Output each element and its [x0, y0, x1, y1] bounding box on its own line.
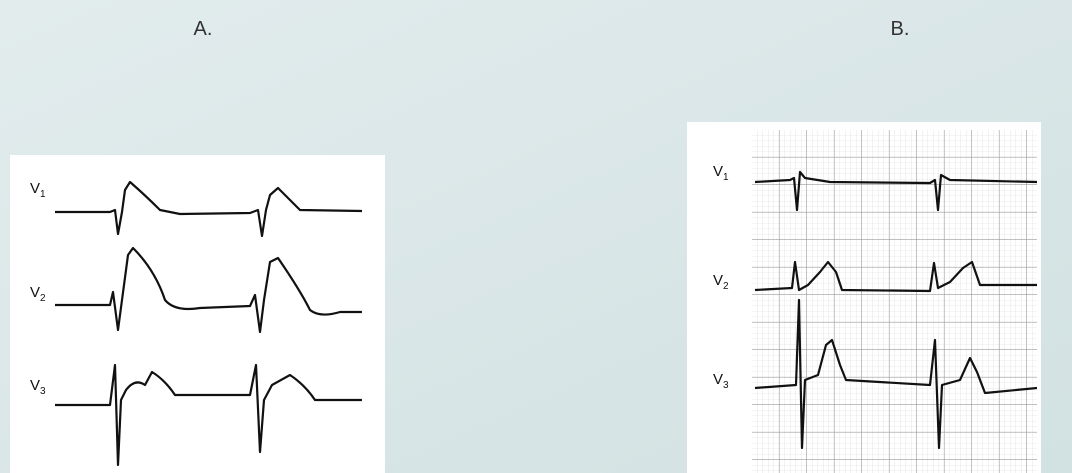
lead-sub: 2 [40, 293, 46, 304]
lead-letter: V [713, 163, 723, 180]
lead-letter: V [713, 371, 723, 388]
lead-sub: 1 [40, 189, 46, 200]
lead-sub: 2 [723, 281, 729, 292]
lead-letter: V [30, 180, 40, 197]
lead-sub: 3 [40, 386, 46, 397]
lead-letter: V [713, 272, 723, 289]
heading: B. [891, 18, 910, 40]
heading: A. [194, 18, 213, 40]
lead-sub: 3 [723, 380, 729, 391]
lead-sub: 1 [723, 172, 729, 183]
lead-letter: V [30, 377, 40, 394]
slide: A. B. V1 V2 V3 V1 V2 V3 [0, 0, 1072, 473]
lead-letter: V [30, 284, 40, 301]
